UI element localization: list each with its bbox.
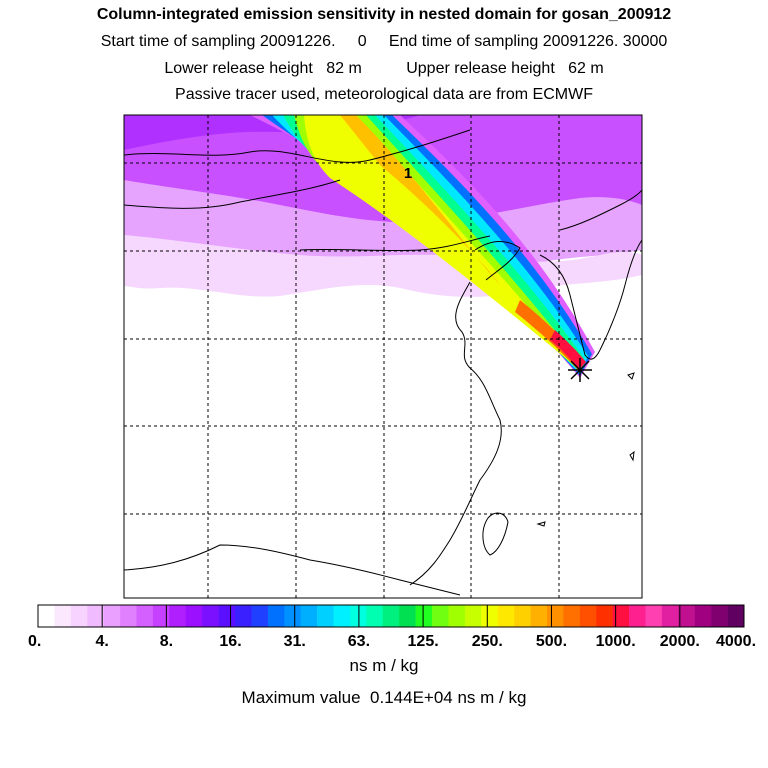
- colorbar-cell: [103, 605, 121, 627]
- colorbar-cell: [727, 605, 745, 627]
- colorbar-cell: [448, 605, 466, 627]
- colorbar: [37, 604, 745, 628]
- colorbar-tick-label: 63.: [348, 633, 370, 650]
- colorbar-tick-label: 125.: [408, 633, 439, 650]
- plume-layer-6: [304, 115, 578, 368]
- colorbar-cell: [54, 605, 72, 627]
- colorbar-cell: [333, 605, 351, 627]
- colorbar-tick-label: 31.: [284, 633, 306, 650]
- colorbar-tick-label: 8.: [160, 633, 173, 650]
- colorbar-tick-label: 2000.: [660, 633, 700, 650]
- colorbar-cell: [152, 605, 170, 627]
- max-value-label: Maximum value 0.144E+04 ns m / kg: [241, 688, 527, 707]
- colorbar-cell: [317, 605, 334, 627]
- colorbar-cell: [661, 605, 679, 627]
- colorbar-tick-label: 4.: [96, 633, 109, 650]
- colorbar-tick-label: 4000.: [716, 633, 756, 650]
- colorbar-cell: [481, 605, 499, 627]
- colorbar-cell: [694, 605, 712, 627]
- colorbar-cell: [120, 605, 137, 627]
- colorbar-tick-label: 500.: [536, 633, 567, 650]
- release-height-line: Lower release height 82 m Upper release …: [164, 60, 604, 77]
- data-source-note: Passive tracer used, meteorological data…: [175, 86, 593, 103]
- korea-west-coast: [539, 254, 601, 360]
- colorbar-tick-label: 250.: [472, 633, 503, 650]
- colorbar-cell: [284, 605, 301, 627]
- colorbar-cell: [612, 605, 630, 627]
- colorbar-cell: [136, 605, 154, 627]
- colorbar-cell: [711, 605, 728, 627]
- colorbar-unit-label: ns m / kg: [349, 656, 419, 675]
- colorbar-cell: [399, 605, 416, 627]
- graticule: [124, 115, 642, 598]
- colorbar-ticks: 0. 4. 8. 16. 31. 63. 125. 250. 500. 1000. 2000. 400…: [28, 605, 756, 650]
- colorbar-cell: [432, 605, 449, 627]
- china-east-coast: [409, 281, 502, 586]
- chart-title: Column-integrated emission sensitivity i…: [96, 6, 672, 23]
- island-2: [629, 450, 635, 462]
- colorbar-cell: [251, 605, 269, 627]
- colorbar-cell: [382, 605, 400, 627]
- taiwan-island: [482, 512, 509, 556]
- colorbar-tick-label: 16.: [219, 633, 241, 650]
- south-coast: [124, 544, 461, 596]
- border-north: [124, 129, 471, 163]
- colorbar-cell: [169, 605, 187, 627]
- colorbar-cell: [464, 605, 482, 627]
- colorbar-cell: [629, 605, 646, 627]
- bohai-coast: [474, 241, 521, 281]
- colorbar-cell: [579, 605, 597, 627]
- colorbar-cell: [678, 605, 696, 627]
- colorbar-cell: [596, 605, 613, 627]
- korea-north: [559, 189, 642, 231]
- colorbar-cell: [366, 605, 384, 627]
- colorbar-cell: [87, 605, 104, 627]
- colorbar-cell: [415, 605, 433, 627]
- release-marker-label: 1: [404, 165, 412, 182]
- map-frame: [123, 114, 643, 599]
- colorbar-cell: [300, 605, 318, 627]
- colorbar-cell: [218, 605, 236, 627]
- colorbar-cell: [546, 605, 564, 627]
- colorbar-cell: [530, 605, 548, 627]
- source-star-marker: [568, 358, 592, 382]
- colorbar-cell: [235, 605, 252, 627]
- colorbar-cell: [202, 605, 219, 627]
- colorbar-cell: [38, 605, 55, 627]
- colorbar-cell: [563, 605, 581, 627]
- border-inner: [299, 235, 491, 252]
- colorbar-cell: [645, 605, 663, 627]
- colorbar-tick-label: 0.: [28, 633, 41, 650]
- colorbar-cell: [70, 605, 88, 627]
- border-mongolia: [124, 179, 341, 209]
- island-3: [536, 521, 546, 527]
- island-1: [627, 372, 635, 380]
- colorbar-cell: [497, 605, 515, 627]
- colorbar-tick-label: 1000.: [596, 633, 636, 650]
- colorbar-cell: [267, 605, 285, 627]
- colorbar-cell: [185, 605, 203, 627]
- sampling-time-line: Start time of sampling 20091226. 0 End t…: [100, 33, 668, 50]
- colorbar-cell: [514, 605, 531, 627]
- colorbar-cell: [349, 605, 367, 627]
